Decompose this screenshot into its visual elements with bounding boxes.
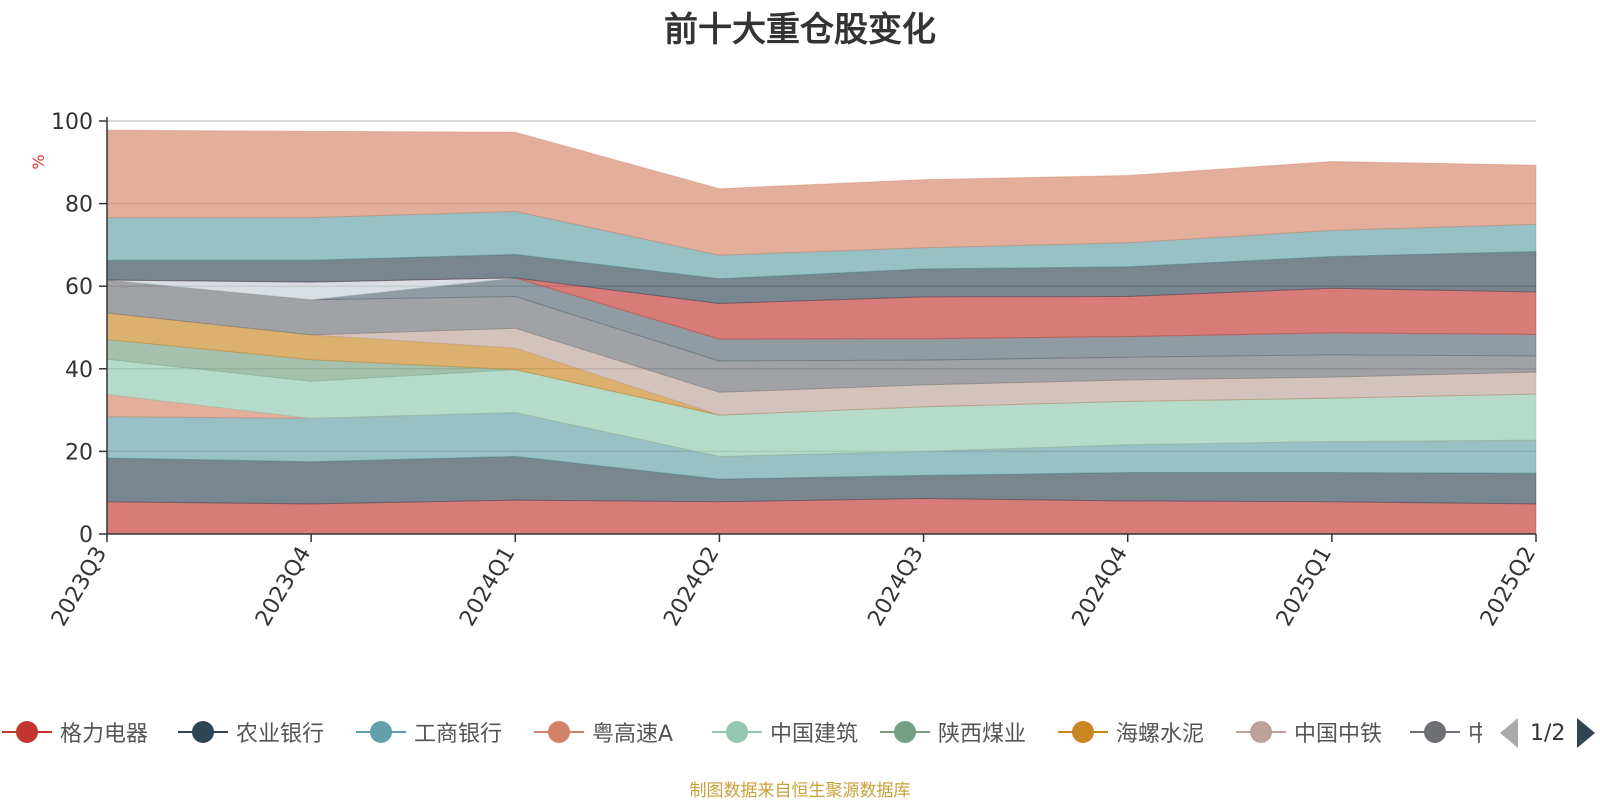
x-tick-label: 2024Q3 — [863, 543, 928, 631]
area-series-12[interactable] — [106, 250, 1537, 305]
legend-marker-icon — [712, 721, 762, 743]
legend-item[interactable]: 农业银行 — [178, 712, 324, 752]
area-series-11[interactable] — [106, 277, 1537, 340]
legend-item[interactable]: 工商银行 — [356, 712, 502, 752]
area-series-14[interactable] — [106, 129, 1537, 256]
legend-marker-icon — [178, 721, 228, 743]
legend-label: 格力电器 — [60, 722, 149, 747]
legend-pager: 1/2 — [1500, 718, 1596, 748]
legend-marker-icon — [1236, 721, 1286, 743]
y-axis-label: % — [29, 154, 48, 169]
legend-label: 中国建筑 — [770, 722, 859, 747]
x-tick-label: 2025Q2 — [1476, 543, 1541, 631]
legend-item[interactable]: 中国建筑 — [712, 712, 858, 752]
legend-item[interactable]: 格力电器 — [2, 712, 148, 752]
x-tick-label: 2023Q4 — [251, 543, 316, 631]
legend-marker-icon — [1058, 721, 1108, 743]
legend-item[interactable]: 陕西煤业 — [880, 712, 1026, 752]
legend: 格力电器 农业银行 工商银行 粤高速A 中国建筑 陕西煤业 海螺水泥 中国中铁 中国石化 — [0, 712, 1482, 752]
source-note: 制图数据来自恒生聚源数据库 — [689, 781, 911, 801]
area-series-7[interactable] — [106, 312, 1537, 416]
legend-item[interactable]: 粤高速A — [534, 712, 673, 752]
legend-label: 农业银行 — [236, 722, 325, 747]
y-tick-label: 20 — [65, 440, 93, 465]
x-tick-label: 2024Q4 — [1068, 543, 1133, 631]
legend-item[interactable]: 中国石化 — [1410, 712, 1482, 752]
legend-label: 陕西煤业 — [938, 722, 1027, 747]
legend-marker-icon — [1410, 721, 1460, 743]
legend-marker-icon — [534, 721, 584, 743]
legend-marker-icon — [880, 721, 930, 743]
chart-plot: 0 20 40 60 80 100 2023Q3 2023Q4 2024Q1 2024Q2 2024… — [29, 110, 1541, 631]
y-tick-label: 60 — [65, 275, 93, 300]
chart-title: 前十大重仓股变化 — [664, 10, 936, 50]
x-tick-label: 2024Q2 — [659, 543, 724, 631]
legend-marker-icon — [2, 721, 52, 743]
y-tick-label: 80 — [65, 193, 93, 218]
area-series-9[interactable] — [106, 277, 1537, 362]
x-tick-label: 2025Q1 — [1272, 543, 1337, 631]
legend-marker-icon — [356, 721, 406, 743]
area-series-8[interactable] — [106, 279, 1537, 393]
legend-label: 中国石化 — [1468, 722, 1482, 747]
y-tick-label: 100 — [51, 110, 93, 135]
x-tick-label: 2024Q1 — [455, 543, 520, 631]
legend-label: 工商银行 — [414, 722, 503, 747]
x-tick-label: 2023Q3 — [47, 543, 112, 631]
legend-item[interactable]: 中国中铁 — [1236, 712, 1382, 752]
legend-label: 粤高速A — [592, 722, 674, 747]
area-series-13[interactable] — [106, 210, 1537, 280]
y-tick-label: 40 — [65, 358, 93, 383]
area-series — [106, 129, 1537, 535]
legend-label: 海螺水泥 — [1116, 722, 1205, 747]
prev-page-icon[interactable] — [1500, 718, 1518, 748]
y-tick-label: 0 — [79, 523, 93, 548]
page-indicator: 1/2 — [1530, 720, 1566, 746]
next-page-icon[interactable] — [1577, 718, 1596, 748]
legend-item[interactable]: 海螺水泥 — [1058, 712, 1204, 752]
legend-label: 中国中铁 — [1294, 722, 1383, 747]
